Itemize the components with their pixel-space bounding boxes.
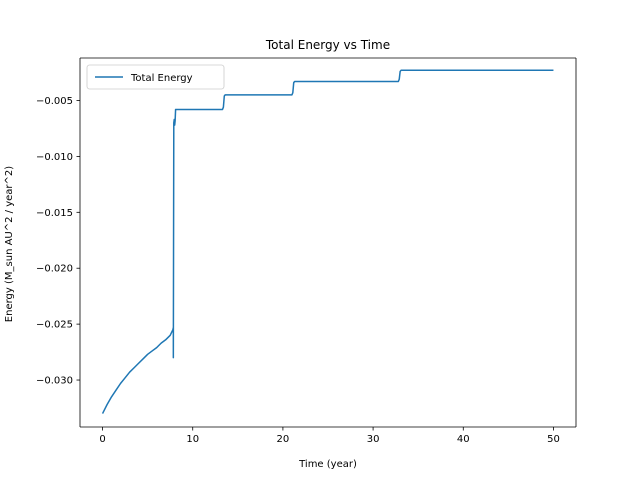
legend-box <box>86 64 225 90</box>
x-tick-label: 40 <box>457 434 470 445</box>
y-axis-label: Energy (M_sun AU^2 / year^2) <box>4 166 15 322</box>
legend-label: Total Energy <box>130 73 193 84</box>
x-axis: 0 10 20 30 40 50 <box>99 427 560 445</box>
y-tick-label: −0.005 <box>36 96 73 107</box>
legend: Total Energy <box>86 64 225 90</box>
x-tick-label: 20 <box>277 434 290 445</box>
y-tick-label: −0.015 <box>36 208 73 219</box>
x-tick-label: 0 <box>99 434 105 445</box>
x-tick-label: 50 <box>547 434 560 445</box>
x-tick-label: 10 <box>186 434 199 445</box>
y-tick-label: −0.030 <box>36 376 73 387</box>
plot-area <box>79 57 577 428</box>
x-tick-label: 30 <box>367 434 380 445</box>
y-tick-label: −0.010 <box>36 152 73 163</box>
chart-title: Total Energy vs Time <box>265 38 390 52</box>
y-axis: −0.030 −0.025 −0.020 −0.015 −0.010 −0.005 <box>36 96 80 387</box>
plot-background <box>80 58 576 427</box>
series-line-0 <box>101 69 554 414</box>
y-tick-label: −0.020 <box>36 264 73 275</box>
y-tick-label: −0.025 <box>36 320 73 331</box>
x-axis-label: Time (year) <box>298 459 357 470</box>
